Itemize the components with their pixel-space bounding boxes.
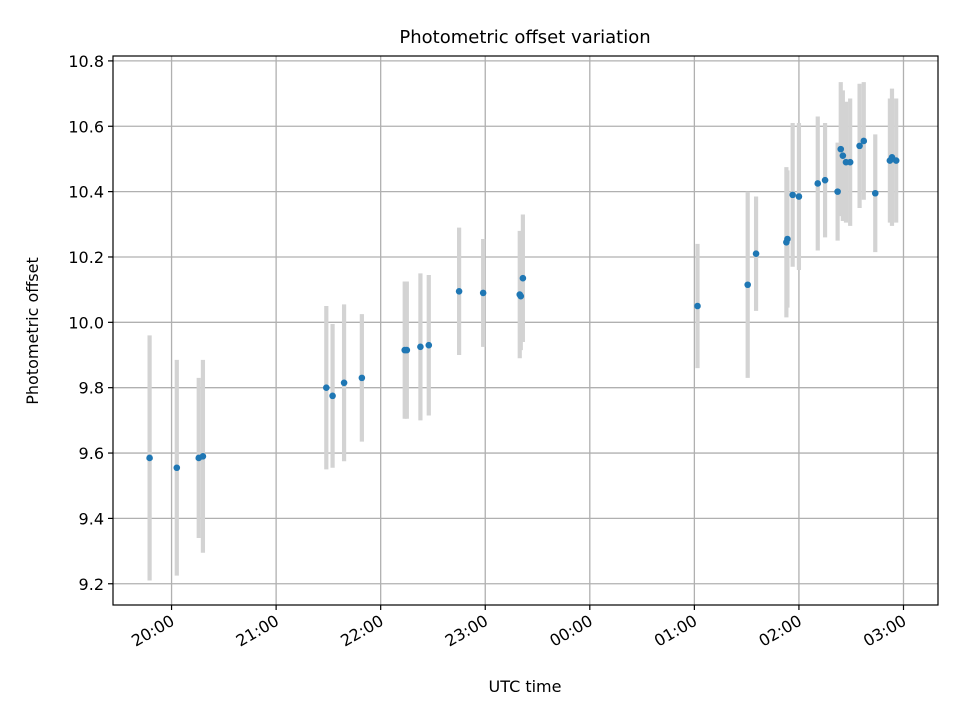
y-tick-label: 10.2 xyxy=(68,248,104,267)
y-tick-label: 9.2 xyxy=(79,575,104,594)
data-point xyxy=(814,180,822,187)
data-point xyxy=(694,302,701,310)
data-point xyxy=(479,289,487,297)
data-point xyxy=(519,274,527,282)
y-tick-label: 10.0 xyxy=(68,313,104,332)
data-point xyxy=(340,379,348,387)
data-point xyxy=(329,392,336,400)
y-tick-label: 9.8 xyxy=(79,379,104,398)
data-point xyxy=(403,346,411,354)
data-point xyxy=(839,152,847,159)
data-point xyxy=(146,454,153,462)
x-axis-label: UTC time xyxy=(489,677,562,696)
data-point xyxy=(517,292,525,300)
data-point xyxy=(199,453,207,460)
y-tick-label: 10.8 xyxy=(68,52,104,71)
data-point xyxy=(846,158,854,166)
y-tick-label: 10.6 xyxy=(68,117,104,136)
data-point xyxy=(425,341,433,349)
data-point xyxy=(752,250,760,258)
data-points xyxy=(146,137,900,472)
data-point xyxy=(837,145,845,153)
y-axis-label: Photometric offset xyxy=(23,257,42,405)
data-point xyxy=(358,374,366,382)
data-point xyxy=(744,281,751,289)
data-point xyxy=(860,137,868,145)
data-point xyxy=(323,384,330,391)
data-point xyxy=(784,235,791,243)
data-point xyxy=(834,188,841,195)
plot-frame xyxy=(112,55,939,606)
data-point xyxy=(871,189,879,197)
y-tick-label: 10.4 xyxy=(68,183,104,202)
y-axis: 9.2 9.4 9.6 9.8 10.0 10.2 10.4 10.6 10.8 xyxy=(68,52,113,594)
data-point xyxy=(173,464,181,472)
y-tick-label: 9.4 xyxy=(79,509,104,528)
data-point xyxy=(892,157,900,164)
y-tick-label: 9.6 xyxy=(79,444,104,463)
chart-title: Photometric offset variation xyxy=(399,27,650,48)
data-point xyxy=(821,176,829,184)
data-point xyxy=(455,287,463,295)
data-point xyxy=(417,343,424,351)
data-point xyxy=(856,142,863,150)
data-point xyxy=(795,193,803,200)
data-point xyxy=(789,191,796,199)
grid xyxy=(113,56,938,605)
